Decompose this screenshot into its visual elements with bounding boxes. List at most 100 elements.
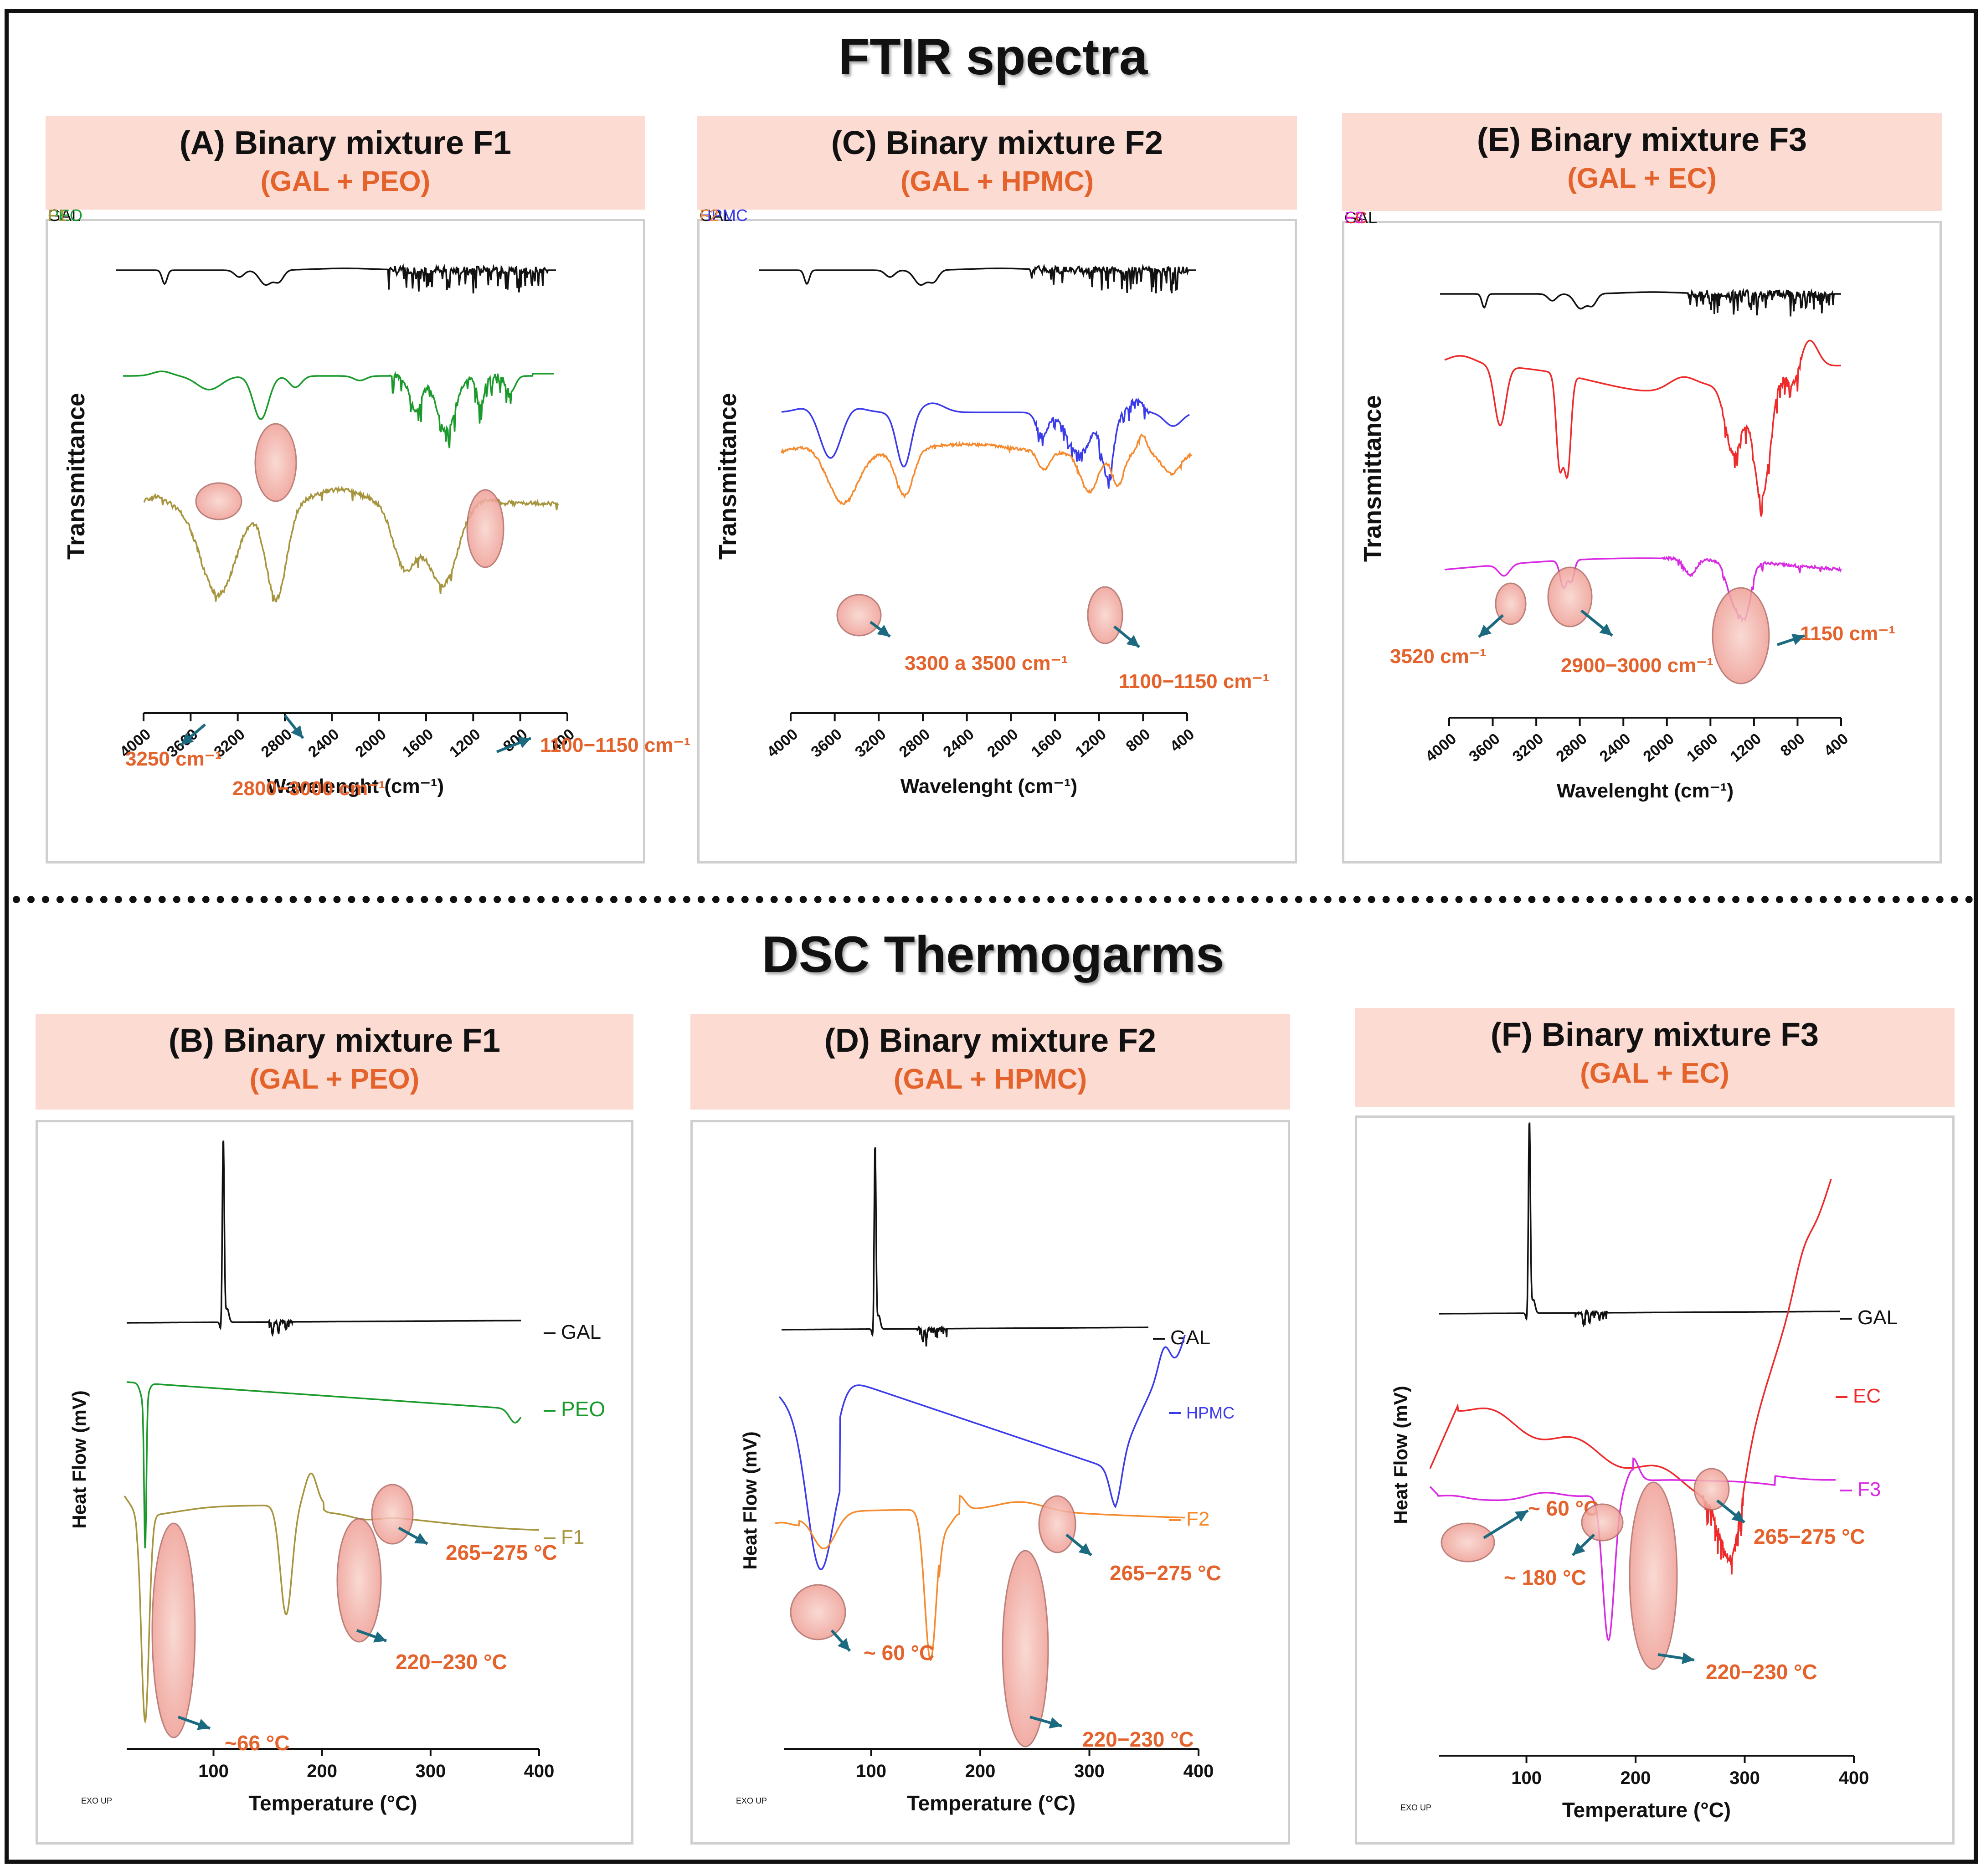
annotation-label: 265−275 °C: [1110, 1561, 1221, 1585]
header-subtitle: (GAL + HPMC): [893, 1064, 1087, 1095]
series-label: EC: [1853, 1385, 1881, 1407]
dsc-section-title: DSC Thermogarms: [761, 926, 1225, 983]
annotation-label: 1100−1150 cm⁻¹: [540, 734, 690, 756]
x-tick-label: 1600: [1683, 730, 1721, 766]
highlight-ellipse: [1547, 566, 1593, 627]
annotation-arrow-head: [877, 625, 890, 637]
exo-up-note: EXO UP: [81, 1796, 112, 1805]
series-line-hpmc: [781, 397, 1190, 489]
header-C: (C) Binary mixture F2 (GAL + HPMC): [697, 116, 1297, 210]
ftir-panel-A: 4000 3600 3200 2800 2400 2000 1600 1200 800 400 Wa…: [46, 206, 690, 863]
chart-svg: 100 200 300 400 Temperature (°C) Heat Flow (m…: [1390, 1122, 1898, 1822]
annotation-arrow-head: [1791, 633, 1805, 645]
x-tick-label: 800: [1777, 730, 1808, 760]
header-F: (F) Binary mixture F3 (GAL + EC): [1355, 1008, 1955, 1107]
x-tick-label: 2000: [352, 725, 389, 761]
series-line-gal: [127, 1140, 521, 1337]
x-tick-label: 2800: [896, 725, 933, 761]
x-axis-label: Temperature (°C): [1562, 1798, 1731, 1822]
x-tick-label: 2400: [1596, 730, 1634, 766]
x-tick-label: 200: [965, 1761, 996, 1781]
highlight-ellipse: [336, 1518, 382, 1643]
annotation-label: ~ 60 °C: [864, 1641, 934, 1665]
ftir-panel-E: 4000 3600 3200 2800 2400 2000 1600 1200 800 400 Wa…: [1342, 208, 1942, 863]
y-axis-label: Transmittance: [1359, 395, 1386, 562]
x-tick-label: 3600: [1466, 730, 1503, 766]
annotation-arrow-head: [414, 1533, 427, 1544]
y-axis-label: Heat Flow (mV): [68, 1390, 90, 1528]
series-line-f3: [1429, 1457, 1836, 1641]
ftir-panel-C: 4000 3600 3200 2800 2400 2000 1600 1200 800 400 Wa…: [697, 206, 1297, 863]
highlight-ellipse: [1629, 1481, 1678, 1670]
annotation-label: 3520 cm⁻¹: [1390, 645, 1487, 668]
annotation-arrow-head: [1078, 1543, 1091, 1555]
header-E: (E) Binary mixture F3 (GAL + EC): [1342, 113, 1942, 211]
highlight-ellipse: [371, 1484, 414, 1545]
x-tick-label: 400: [524, 1761, 555, 1781]
series-line-hpmc: [778, 1335, 1186, 1570]
series-line-ec: [1444, 339, 1841, 517]
x-tick-label: 300: [1729, 1768, 1760, 1788]
annotation-label: 2900−3000 cm⁻¹: [1561, 654, 1713, 677]
x-tick-label: 1200: [446, 725, 484, 761]
series-line-gal: [116, 263, 556, 293]
annotation-label: 220−230 °C: [396, 1650, 507, 1674]
y-axis-label: Heat Flow (mV): [739, 1431, 761, 1569]
annotation-arrow-head: [1599, 623, 1612, 636]
series-label: GAL: [561, 1321, 601, 1343]
highlight-ellipse: [1581, 1503, 1624, 1542]
series-label: HPMC: [1186, 1403, 1235, 1422]
header-title: (D) Binary mixture F2: [824, 1023, 1157, 1059]
header-B: (B) Binary mixture F1 (GAL + PEO): [36, 1014, 633, 1110]
highlight-ellipse: [254, 423, 297, 502]
x-tick-label: 2400: [305, 725, 342, 761]
series-label: GAL: [48, 206, 81, 225]
highlight-ellipse: [466, 489, 504, 568]
annotation-label: 2800−3000 cm⁻¹: [232, 777, 385, 800]
x-tick-label: 2000: [1640, 730, 1677, 766]
section-divider: [13, 896, 1973, 903]
y-axis-label: Heat Flow (mV): [1390, 1386, 1411, 1524]
highlight-ellipse: [836, 594, 882, 637]
series-line-ec: [1429, 1179, 1832, 1575]
x-tick-label: 100: [1511, 1768, 1542, 1788]
series-line-gal: [1439, 1122, 1840, 1327]
annotation-arrow-head: [1731, 1510, 1744, 1522]
chart-svg: 4000 3600 3200 2800 2400 2000 1600 1200 800 400Wa…: [48, 206, 690, 800]
x-tick-label: 2400: [940, 725, 977, 761]
x-tick-label: 100: [856, 1761, 886, 1781]
series-line-peo: [123, 370, 554, 448]
x-tick-label: 200: [307, 1761, 337, 1781]
annotation-label: 220−230 °C: [1082, 1727, 1194, 1751]
y-axis-label: Transmittance: [714, 393, 741, 560]
series-line-f1: [123, 1472, 540, 1724]
x-axis-label: Wavelenght (cm⁻¹): [900, 775, 1077, 797]
x-tick-label: 2000: [984, 725, 1021, 761]
series-label: GAL: [700, 206, 732, 225]
x-tick-label: 2800: [258, 725, 295, 761]
series-label: F1: [561, 1526, 584, 1548]
x-tick-label: 300: [415, 1761, 446, 1781]
exo-up-note: EXO UP: [1400, 1803, 1431, 1812]
highlight-ellipse: [1441, 1522, 1495, 1562]
x-tick-label: 3600: [808, 725, 845, 761]
x-tick-label: 200: [1621, 1768, 1651, 1788]
series-label: F3: [1857, 1478, 1881, 1501]
annotation-label: 265−275 °C: [446, 1541, 557, 1564]
x-axis-label: Temperature (°C): [907, 1791, 1075, 1815]
x-tick-label: 400: [1821, 730, 1852, 760]
series-label: GAL: [1857, 1306, 1898, 1329]
annotation-arrow-head: [1682, 1652, 1694, 1664]
series-line-f2: [774, 1495, 1185, 1661]
header-subtitle: (GAL + PEO): [260, 166, 431, 197]
header-title: (C) Binary mixture F2: [831, 125, 1163, 161]
series-label: F2: [700, 206, 719, 225]
series-label: HPMC: [700, 206, 748, 225]
highlight-ellipse: [1038, 1495, 1076, 1553]
x-tick-label: 400: [1183, 1761, 1214, 1781]
header-A: (A) Binary mixture F1 (GAL + PEO): [46, 116, 645, 210]
annotation-arrow-head: [518, 737, 531, 748]
header-subtitle: (GAL + HPMC): [900, 166, 1094, 197]
header-subtitle: (GAL + PEO): [249, 1064, 420, 1095]
x-tick-label: 1200: [1072, 725, 1109, 761]
